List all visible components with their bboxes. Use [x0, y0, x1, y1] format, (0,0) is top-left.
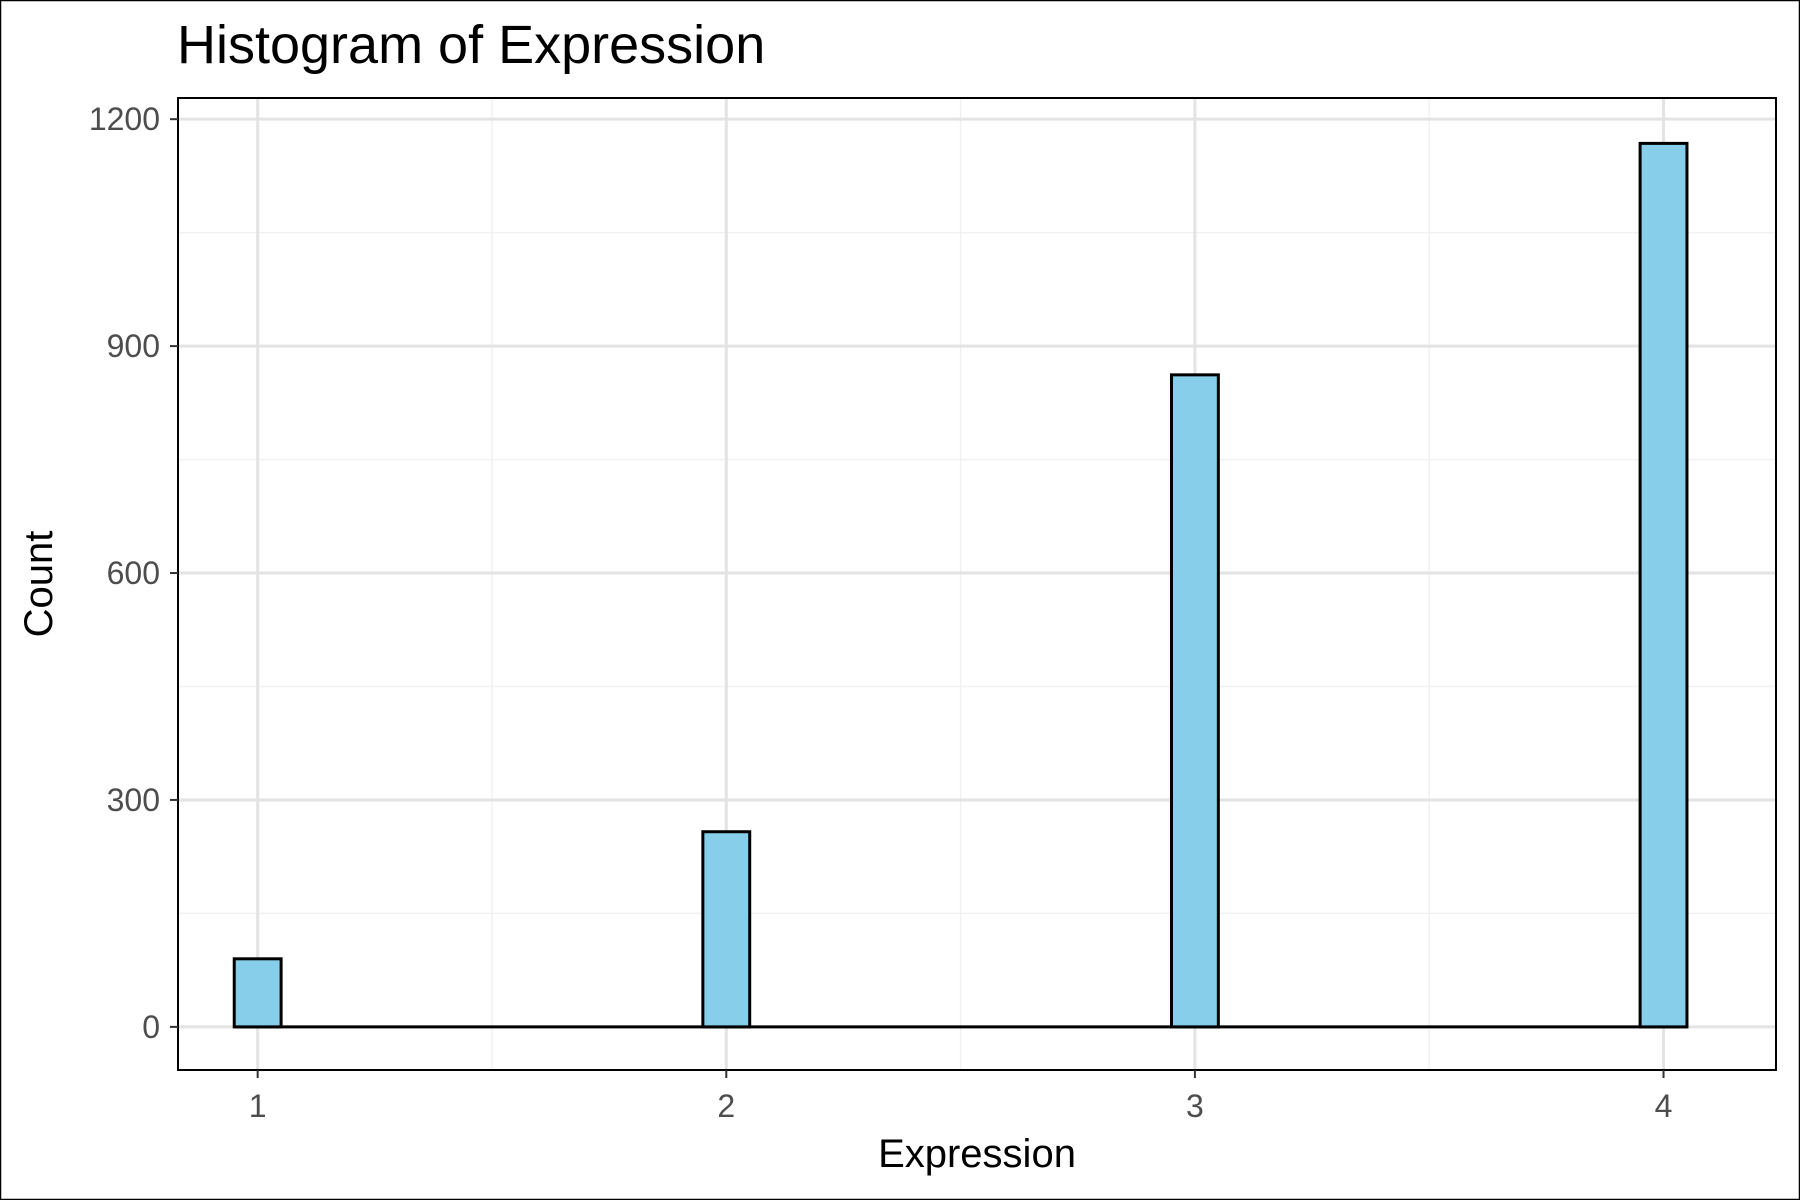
histogram-bar	[232, 957, 283, 1029]
chart-title: Histogram of Expression	[177, 15, 765, 75]
y-tick-label: 900	[107, 328, 160, 364]
y-tick-label: 0	[142, 1009, 160, 1045]
x-tick-label: 4	[1655, 1088, 1673, 1124]
x-axis-title: Expression	[878, 1132, 1076, 1176]
x-tick-label: 2	[717, 1088, 735, 1124]
histogram-bar	[1638, 141, 1689, 1029]
plot-panel-border	[177, 97, 1777, 1071]
y-axis-ticks: 0 300 600 900 1200	[89, 101, 178, 1045]
y-tick-label: 300	[107, 782, 160, 818]
histogram-bar	[1169, 373, 1220, 1029]
y-tick-label: 600	[107, 555, 160, 591]
y-axis-title: Count	[17, 531, 61, 638]
x-axis-ticks: 1 2 3 4	[249, 1070, 1673, 1124]
x-tick-label: 1	[249, 1088, 267, 1124]
y-tick-label: 1200	[89, 101, 160, 137]
x-tick-label: 3	[1186, 1088, 1204, 1124]
histogram-bar	[701, 830, 752, 1029]
bars	[232, 141, 1689, 1029]
